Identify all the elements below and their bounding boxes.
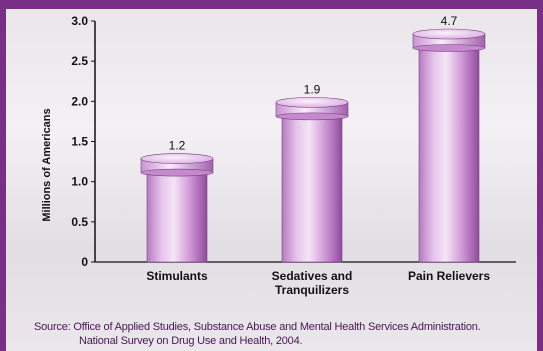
category-labels: Stimulants Sedatives and Tranquilizers Pain… [146, 269, 490, 297]
source-line-1: Source: Office of Applied Studies, Subst… [34, 321, 481, 333]
bar: 1.2 [140, 139, 214, 263]
y-tick-label: 2.0 [71, 94, 88, 108]
y-tick-label: 1.5 [71, 135, 88, 149]
y-tick-label: 0 [81, 255, 88, 269]
bar: 4.7 [412, 14, 486, 263]
bars: 1.2 1.9 4.7 [140, 14, 486, 263]
y-tick-label: 0.5 [71, 215, 88, 229]
bar-body [418, 47, 480, 263]
y-tick-label: 2.5 [71, 54, 88, 68]
y-axis-title: Millions of Americans [41, 108, 53, 221]
bar: 1.9 [275, 82, 349, 263]
bar-value-label: 1.2 [169, 139, 186, 153]
bar-cap-rim [275, 112, 349, 121]
source-line-2: National Survey on Drug Use and Health, … [79, 335, 303, 347]
x-category-label: Pain Relievers [408, 269, 490, 283]
x-category-label: Stimulants [146, 269, 208, 283]
bar-cap-rim [412, 44, 486, 52]
bar-value-label: 1.9 [304, 82, 321, 96]
bar-cap-top [140, 153, 214, 164]
source-note: Source: Office of Applied Studies, Subst… [34, 320, 534, 348]
bar-cap-top [412, 28, 486, 40]
bar-cap-rim [140, 168, 214, 177]
bar-value-label: 4.7 [441, 14, 458, 28]
x-category-label: Sedatives and Tranquilizers [272, 269, 353, 297]
bar-body [281, 116, 343, 263]
bar-cap-top [275, 97, 349, 108]
top-band [6, 5, 537, 9]
bar-body [146, 172, 208, 263]
y-tick-label: 1.0 [71, 175, 88, 189]
bar-chart: 0 0.5 1.0 1.5 2.0 2.5 3.0 1.2 1.9 4.7 Stimulants… [41, 14, 516, 297]
y-tick-label: 3.0 [71, 14, 88, 28]
